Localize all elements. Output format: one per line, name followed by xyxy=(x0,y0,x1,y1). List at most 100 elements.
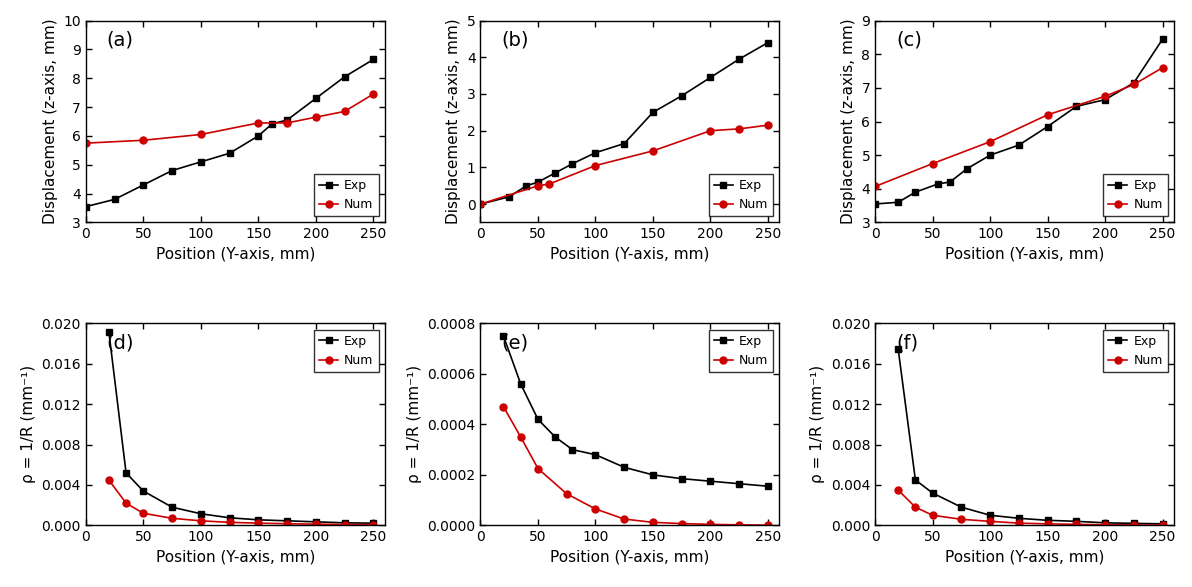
Num xyxy=(530,465,545,472)
Num xyxy=(732,521,746,528)
Y-axis label: ρ = 1/R (mm⁻¹): ρ = 1/R (mm⁻¹) xyxy=(20,365,36,484)
Exp xyxy=(617,464,632,471)
Num xyxy=(1126,81,1141,88)
Num xyxy=(925,160,939,167)
Line: Num: Num xyxy=(105,477,377,528)
Num xyxy=(1041,112,1055,119)
Num xyxy=(309,521,323,528)
Num xyxy=(280,520,294,527)
Exp xyxy=(514,380,528,387)
Exp xyxy=(164,504,179,511)
Exp xyxy=(646,471,660,478)
Exp xyxy=(136,181,150,188)
Exp xyxy=(565,446,579,453)
Line: Num: Num xyxy=(871,64,1166,190)
X-axis label: Position (Y-axis, mm): Position (Y-axis, mm) xyxy=(945,550,1104,565)
Num xyxy=(496,403,510,410)
Num xyxy=(1098,93,1112,100)
Exp xyxy=(496,332,510,339)
Num xyxy=(252,519,266,527)
Num xyxy=(646,519,660,526)
Exp xyxy=(589,451,603,458)
Exp xyxy=(646,109,660,116)
Line: Exp: Exp xyxy=(105,328,377,527)
Exp xyxy=(960,165,974,172)
Num xyxy=(1155,521,1169,528)
Exp xyxy=(1041,517,1055,524)
Text: (e): (e) xyxy=(502,333,528,353)
Exp xyxy=(530,178,545,185)
Legend: Exp, Num: Exp, Num xyxy=(315,174,379,216)
Text: (f): (f) xyxy=(896,333,918,353)
Exp xyxy=(703,74,718,81)
Line: Num: Num xyxy=(477,122,771,208)
Text: (b): (b) xyxy=(502,31,529,50)
Num xyxy=(589,505,603,512)
Exp xyxy=(565,160,579,167)
Num xyxy=(703,127,718,134)
Exp xyxy=(252,517,266,524)
Exp xyxy=(983,512,998,519)
Num xyxy=(908,504,923,511)
Exp xyxy=(107,196,122,203)
Num xyxy=(337,521,352,528)
X-axis label: Position (Y-axis, mm): Position (Y-axis, mm) xyxy=(551,247,709,262)
Exp xyxy=(502,193,516,200)
Line: Exp: Exp xyxy=(871,36,1166,207)
Exp xyxy=(1098,96,1112,103)
Line: Num: Num xyxy=(895,487,1166,528)
Exp xyxy=(732,480,746,487)
Exp xyxy=(309,95,323,102)
Num xyxy=(983,138,998,145)
Exp xyxy=(520,182,534,189)
Exp xyxy=(760,483,775,490)
Exp xyxy=(908,477,923,484)
Exp xyxy=(473,201,488,208)
Num xyxy=(1012,519,1026,527)
Num xyxy=(617,515,632,522)
Exp xyxy=(703,478,718,485)
Exp xyxy=(1126,79,1141,86)
Exp xyxy=(79,203,93,210)
Exp xyxy=(223,514,237,521)
Exp xyxy=(548,433,563,440)
Num xyxy=(79,140,93,147)
Exp xyxy=(252,133,266,140)
Exp xyxy=(1098,519,1112,527)
Num xyxy=(732,126,746,133)
Num xyxy=(101,477,116,484)
Num xyxy=(1041,520,1055,527)
Exp xyxy=(193,158,207,166)
Num xyxy=(675,520,689,527)
Exp xyxy=(943,178,957,185)
Exp xyxy=(732,56,746,63)
Num xyxy=(252,119,266,126)
Exp xyxy=(675,92,689,99)
Num xyxy=(164,515,179,522)
Legend: Exp, Num: Exp, Num xyxy=(709,174,774,216)
Line: Exp: Exp xyxy=(895,345,1166,527)
Exp xyxy=(1155,36,1169,43)
Num xyxy=(1098,521,1112,528)
Exp xyxy=(955,504,969,511)
Num xyxy=(530,182,545,189)
Exp xyxy=(983,151,998,158)
Exp xyxy=(193,510,207,517)
Line: Num: Num xyxy=(82,90,377,147)
Num xyxy=(337,108,352,115)
Exp xyxy=(675,475,689,482)
Num xyxy=(136,510,150,517)
Exp xyxy=(925,490,939,497)
Exp xyxy=(1012,141,1026,149)
Y-axis label: ρ = 1/R (mm⁻¹): ρ = 1/R (mm⁻¹) xyxy=(811,365,825,484)
Exp xyxy=(868,200,882,207)
Exp xyxy=(931,180,945,187)
Num xyxy=(473,201,488,208)
Exp xyxy=(223,150,237,157)
Exp xyxy=(908,188,923,195)
Num xyxy=(193,517,207,524)
Num xyxy=(119,500,134,507)
Num xyxy=(280,119,294,126)
Num xyxy=(366,90,380,97)
Num xyxy=(542,180,557,187)
